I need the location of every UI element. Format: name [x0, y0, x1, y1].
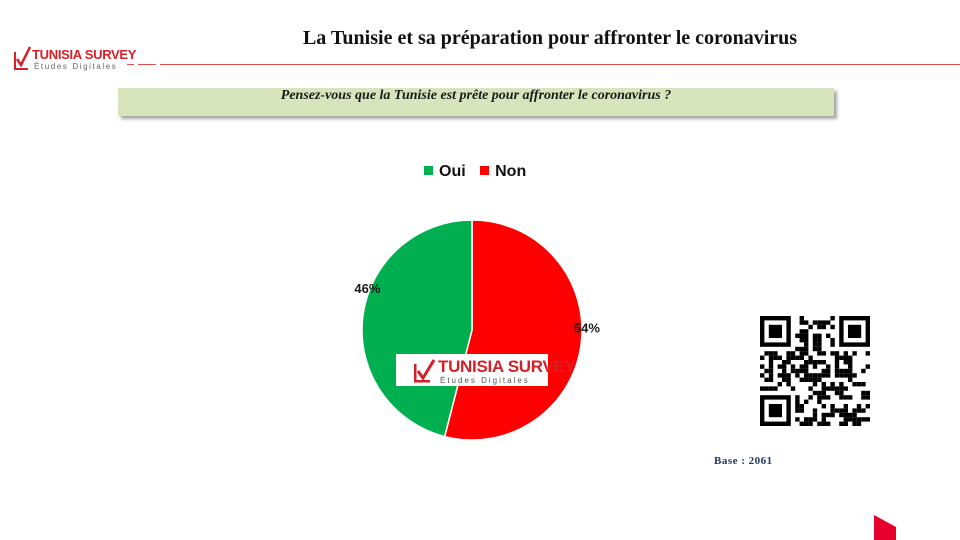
qr-code-image[interactable] — [760, 316, 870, 426]
check-mark-icon — [414, 359, 436, 383]
question-banner: Pensez-vous que la Tunisie est prête pou… — [118, 88, 834, 116]
legend-swatch-oui — [424, 166, 433, 175]
legend-item-oui: Oui — [424, 163, 466, 181]
corner-accent-shape — [874, 515, 896, 540]
legend-item-non: Non — [480, 163, 526, 181]
header-divider — [138, 64, 156, 65]
watermark-logo: TUNISIA SURVEY Études Digitales — [396, 354, 576, 386]
data-label-oui: 46% — [354, 281, 380, 296]
base-sample-size: Base : 2061 — [714, 455, 773, 467]
data-label-non: 54% — [574, 320, 600, 335]
header-divider — [127, 64, 134, 65]
logo-name: TUNISIA SURVEY — [32, 47, 137, 62]
header-divider — [160, 64, 960, 65]
tunisia-survey-logo: TUNISIA SURVEY Études Digitales — [12, 44, 136, 74]
legend-swatch-non — [480, 166, 490, 175]
watermark-name: TUNISIA SURVEY — [438, 357, 576, 376]
logo-tagline: Études Digitales — [34, 62, 118, 71]
legend-label-oui: Oui — [439, 163, 466, 180]
chart-legend: Oui Non — [424, 163, 536, 181]
check-mark-icon — [14, 46, 32, 70]
legend-label-non: Non — [495, 163, 527, 180]
watermark-tagline: Études Digitales — [440, 376, 530, 385]
page-title: La Tunisie et sa préparation pour affron… — [302, 27, 798, 49]
